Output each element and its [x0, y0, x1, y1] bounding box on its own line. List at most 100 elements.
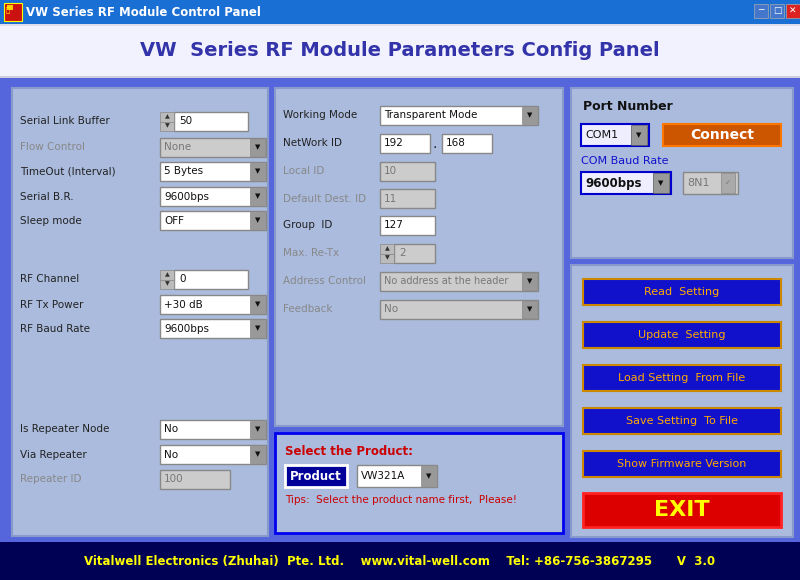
Text: Is Repeater Node: Is Repeater Node: [20, 425, 110, 434]
Bar: [7, 5, 13, 10]
Text: VW  Series RF Module Parameters Config Panel: VW Series RF Module Parameters Config Pa…: [140, 42, 660, 60]
Bar: [421, 466, 436, 486]
Bar: [581, 124, 649, 146]
Text: ▼: ▼: [255, 144, 261, 150]
Bar: [581, 172, 671, 194]
Text: Default Dest. ID: Default Dest. ID: [283, 194, 366, 204]
Bar: [275, 433, 563, 533]
Text: ✕: ✕: [790, 6, 797, 16]
Text: ▼: ▼: [385, 256, 390, 261]
Text: RF Channel: RF Channel: [20, 274, 79, 285]
Bar: [583, 451, 781, 477]
Text: 旗: 旗: [6, 6, 10, 13]
Text: 168: 168: [446, 139, 466, 148]
Text: Tips:  Select the product name first,  Please!: Tips: Select the product name first, Ple…: [285, 495, 517, 505]
Bar: [380, 216, 435, 235]
Bar: [160, 295, 266, 314]
Text: VW Series RF Module Control Panel: VW Series RF Module Control Panel: [26, 5, 261, 19]
Text: OFF: OFF: [164, 216, 184, 226]
Text: NetWork ID: NetWork ID: [283, 139, 342, 148]
Text: ▼: ▼: [255, 169, 261, 175]
Bar: [250, 163, 265, 180]
Text: Via Repeater: Via Repeater: [20, 450, 86, 459]
Bar: [285, 465, 347, 487]
Bar: [380, 162, 435, 181]
Bar: [583, 322, 781, 348]
Bar: [250, 212, 265, 229]
Bar: [4, 3, 22, 21]
Text: 2: 2: [399, 248, 406, 259]
Bar: [380, 134, 430, 153]
Bar: [250, 139, 265, 156]
Bar: [160, 270, 174, 280]
Bar: [683, 172, 738, 194]
Text: ▲: ▲: [165, 272, 170, 277]
Text: Show Firmware Version: Show Firmware Version: [618, 459, 746, 469]
Text: +30 dB: +30 dB: [164, 299, 202, 310]
Text: ▲: ▲: [165, 114, 170, 119]
Bar: [0, 78, 800, 542]
Text: Serial Link Buffer: Serial Link Buffer: [20, 117, 110, 126]
Bar: [522, 107, 537, 124]
Bar: [394, 244, 435, 263]
Bar: [571, 265, 793, 537]
Text: Sleep mode: Sleep mode: [20, 216, 82, 226]
Bar: [160, 445, 266, 464]
Text: Save Setting  To File: Save Setting To File: [626, 416, 738, 426]
Text: ▼: ▼: [527, 278, 533, 285]
Text: ▼: ▼: [636, 132, 642, 138]
Text: Address Control: Address Control: [283, 277, 366, 287]
Bar: [174, 112, 248, 131]
Text: 9600bps: 9600bps: [164, 191, 209, 201]
Bar: [12, 88, 268, 536]
Text: ▼: ▼: [255, 302, 261, 307]
Bar: [663, 124, 781, 146]
Bar: [721, 173, 735, 193]
Bar: [380, 300, 538, 319]
Text: Load Setting  From File: Load Setting From File: [618, 373, 746, 383]
Text: Feedback: Feedback: [283, 304, 333, 314]
Text: Port Number: Port Number: [583, 100, 673, 113]
Text: RF Tx Power: RF Tx Power: [20, 299, 83, 310]
Bar: [160, 280, 174, 289]
Text: Repeater ID: Repeater ID: [20, 474, 82, 484]
Text: 9600bps: 9600bps: [585, 176, 642, 190]
Text: ✓: ✓: [725, 180, 731, 186]
Text: Working Mode: Working Mode: [283, 111, 358, 121]
Text: No address at the header: No address at the header: [384, 277, 508, 287]
Text: Flow Control: Flow Control: [20, 143, 85, 153]
Text: COM Baud Rate: COM Baud Rate: [581, 156, 669, 166]
Bar: [250, 421, 265, 438]
Bar: [754, 4, 768, 18]
Text: No: No: [384, 304, 398, 314]
Text: .: .: [433, 136, 437, 150]
Text: ▲: ▲: [385, 246, 390, 251]
Text: Vitalwell Electronics (Zhuhai)  Pte. Ltd.    www.vital-well.com    Tel: +86-756-: Vitalwell Electronics (Zhuhai) Pte. Ltd.…: [85, 554, 715, 567]
Bar: [160, 319, 266, 338]
Bar: [583, 365, 781, 391]
Bar: [160, 138, 266, 157]
Bar: [160, 420, 266, 439]
Text: ▼: ▼: [658, 180, 664, 186]
Bar: [522, 301, 537, 318]
Text: 10: 10: [384, 166, 397, 176]
Text: Product: Product: [290, 469, 342, 483]
Bar: [770, 4, 784, 18]
Bar: [583, 408, 781, 434]
Bar: [380, 106, 538, 125]
Bar: [0, 542, 800, 580]
Bar: [380, 189, 435, 208]
Text: COM1: COM1: [585, 130, 618, 140]
Bar: [380, 244, 394, 253]
Text: Connect: Connect: [690, 128, 754, 142]
Text: Transparent Mode: Transparent Mode: [384, 111, 478, 121]
Text: RF Baud Rate: RF Baud Rate: [20, 324, 90, 334]
Text: ▼: ▼: [527, 306, 533, 313]
Bar: [160, 187, 266, 206]
Bar: [160, 121, 174, 131]
Bar: [571, 88, 793, 258]
Bar: [160, 162, 266, 181]
Text: 127: 127: [384, 220, 404, 230]
Text: □: □: [773, 6, 782, 16]
Text: Update  Setting: Update Setting: [638, 330, 726, 340]
